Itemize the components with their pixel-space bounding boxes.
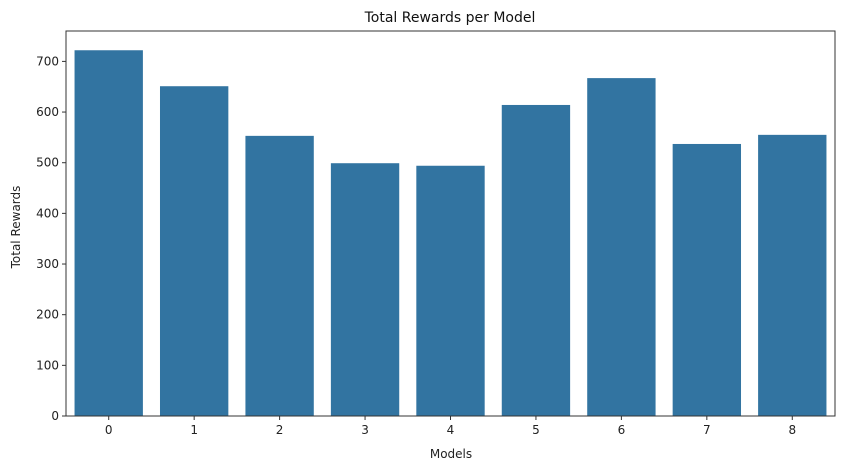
bar-8 [758, 134, 827, 416]
x-axis-ticks: 0 1 2 3 4 5 6 7 8 [105, 416, 796, 437]
y-axis-label: Total Rewards [9, 186, 23, 270]
plot-frame [65, 30, 836, 417]
chart-title: Total Rewards per Model [364, 10, 536, 26]
y-tick-label: 700 [36, 54, 59, 68]
bar-5 [501, 104, 571, 417]
x-tick-label: 5 [532, 423, 540, 437]
bar-7 [672, 143, 742, 416]
x-tick-label: 8 [788, 423, 796, 437]
bar-2 [245, 135, 314, 416]
y-tick-label: 600 [36, 105, 59, 119]
bar-0 [74, 50, 143, 416]
x-tick-label: 1 [190, 423, 198, 437]
y-tick-label: 0 [51, 409, 59, 423]
bars-group [74, 50, 827, 417]
x-tick-label: 2 [276, 423, 284, 437]
y-tick-label: 100 [36, 358, 59, 372]
x-tick-label: 7 [703, 423, 711, 437]
y-tick-label: 500 [36, 156, 59, 170]
bar-1 [159, 86, 229, 416]
bar-4 [416, 165, 485, 416]
bar-6 [587, 78, 656, 416]
y-axis-ticks: 0 100 200 300 400 500 600 700 [36, 54, 66, 423]
x-axis-label: Models [430, 447, 472, 461]
x-tick-label: 4 [447, 423, 455, 437]
y-tick-label: 300 [36, 257, 59, 271]
x-tick-label: 6 [618, 423, 626, 437]
bar-3 [330, 163, 400, 416]
y-tick-label: 200 [36, 308, 59, 322]
x-tick-label: 3 [361, 423, 369, 437]
x-tick-label: 0 [105, 423, 113, 437]
y-tick-label: 400 [36, 206, 59, 220]
